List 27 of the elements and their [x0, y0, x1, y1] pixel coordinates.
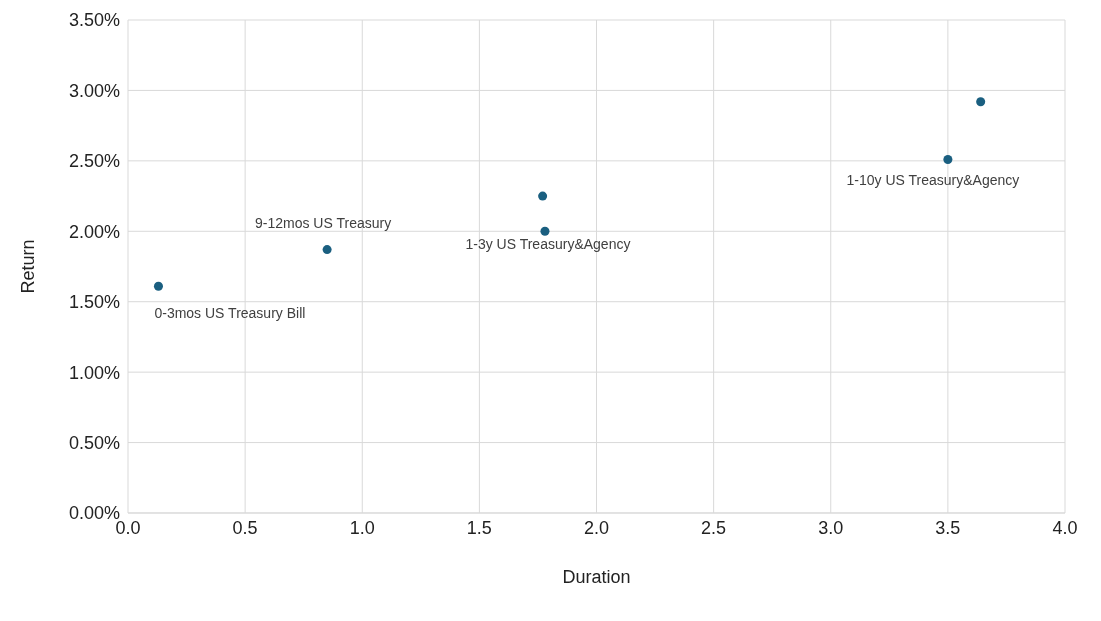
point	[538, 191, 548, 201]
annotation: 9-12mos US Treasury	[255, 214, 392, 231]
y-tick-label: 1.00%	[68, 362, 120, 383]
point	[540, 226, 550, 236]
y-tick-label: 1.50%	[68, 292, 120, 313]
y-tick-label: 0.50%	[68, 432, 120, 453]
x-tick-label: 3.0	[818, 517, 844, 538]
x-tick-label: 4.0	[1052, 517, 1078, 538]
annotation: 1-3y US Treasury&Agency	[465, 236, 631, 253]
y-axis-title: Return	[18, 239, 39, 294]
x-tick-label: 3.5	[935, 517, 961, 538]
y-tick-label: 2.00%	[68, 221, 120, 242]
annotation: 0-3mos US Treasury Bill	[154, 305, 306, 322]
point	[153, 281, 163, 291]
point	[976, 97, 986, 107]
y-tick-label: 3.00%	[68, 80, 120, 101]
x-tick-label: 2.0	[583, 517, 610, 538]
x-tick-label: 2.5	[701, 517, 727, 538]
point	[322, 245, 332, 255]
y-tick-label: 3.50%	[68, 10, 120, 31]
annotation: 1-10y US Treasury&Agency	[846, 172, 1020, 189]
x-tick-label: 1.5	[466, 517, 492, 538]
y-tick-label: 2.50%	[68, 151, 120, 172]
x-tick-label: 1.0	[349, 517, 375, 538]
point	[943, 154, 953, 164]
x-tick-label: 0.5	[232, 517, 258, 538]
x-axis-title: Duration	[562, 567, 631, 587]
